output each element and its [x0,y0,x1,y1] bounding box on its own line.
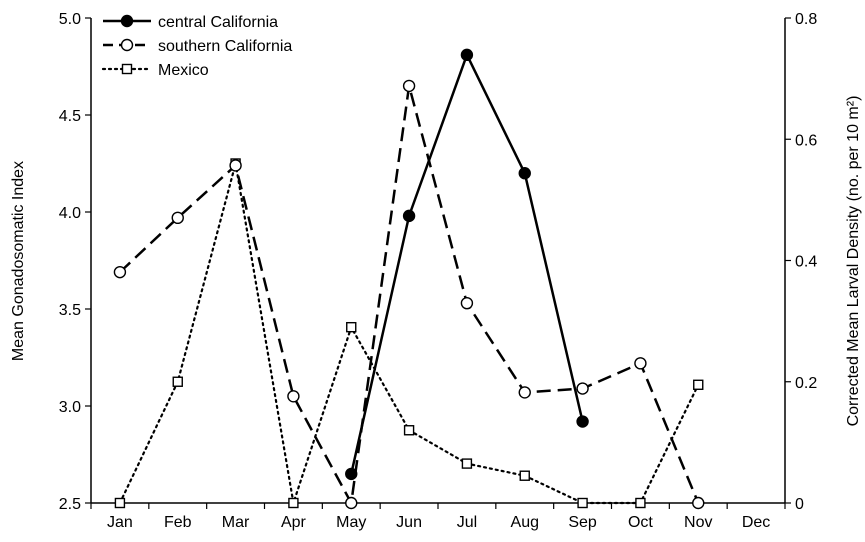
data-point [113,265,127,279]
y2-tick-label: 0 [795,496,804,513]
x-tick-label: Apr [281,514,307,531]
legend-label: central California [158,14,278,31]
data-point [518,166,531,180]
y2-axis-title: Corrected Mean Larval Density (no. per 1… [845,96,862,427]
legend-marker [120,38,134,52]
y2-tick-label: 0.8 [795,11,817,28]
y-tick-label: 4.0 [59,205,81,222]
legend: central California southern California Mex… [101,14,292,79]
legend-marker [120,14,134,28]
data-point [693,379,704,390]
data-point [635,497,646,509]
data-point [518,386,531,399]
plot-frame [90,18,786,504]
x-tick-label: Dec [742,514,770,531]
data-point [345,467,358,481]
data-point [461,458,473,469]
data-point [172,376,183,387]
data-point [229,159,242,172]
data-point [577,497,588,509]
x-tick-label: Feb [164,514,192,531]
series-southern-california [113,79,705,510]
y-tick-label: 2.5 [59,496,81,513]
data-point [402,209,416,223]
y2-tick-label: 0.4 [795,254,817,271]
y-axis-title: Mean Gonadosomatic Index [10,161,27,361]
legend-label: Mexico [158,62,209,79]
data-point [519,470,530,481]
data-point [403,425,415,436]
data-point [171,211,184,225]
x-tick-label: Oct [628,514,653,531]
x-tick-label: Sep [568,514,597,531]
y-tick-label: 3.0 [59,399,81,416]
series-line-southern-california [119,84,700,505]
x-tick-label: May [336,514,366,531]
y2-tick-label: 0.6 [795,132,817,149]
x-tick-label: Nov [684,514,712,531]
series-central-california [345,48,589,481]
legend-label: southern California [158,38,292,55]
legend-item: southern California [103,38,292,55]
data-point [402,79,416,93]
data-point [345,496,358,510]
data-point [346,321,357,333]
legend-marker [121,63,133,75]
y2-tick-label: 0.2 [795,375,817,392]
y-tick-label: 5.0 [59,11,81,28]
data-point [692,496,705,510]
legend-item: central California [103,14,278,31]
data-point [634,357,647,370]
x-tick-label: Jun [396,514,422,531]
data-point [114,497,126,509]
y-tick-label: 4.5 [59,108,81,125]
x-tick-label: Aug [511,514,539,531]
x-tick-label: Mar [222,514,250,531]
data-point [460,296,474,310]
data-point [288,497,299,509]
series-mexico [114,158,704,509]
x-tick-label: Jan [107,514,133,531]
data-point [576,415,589,428]
data-point [576,382,589,395]
series-layer [113,48,705,510]
x-tick-label: Jul [457,514,477,531]
axis-ticks: Jan Feb Mar Apr May Jun Jul Aug Sep Oct Nov Dec 2.5 3… [59,11,818,531]
data-point [287,390,300,403]
legend-item: Mexico [101,62,209,79]
series-line-central-california [350,53,584,475]
y-tick-label: 3.5 [59,302,81,319]
data-point [460,48,474,62]
